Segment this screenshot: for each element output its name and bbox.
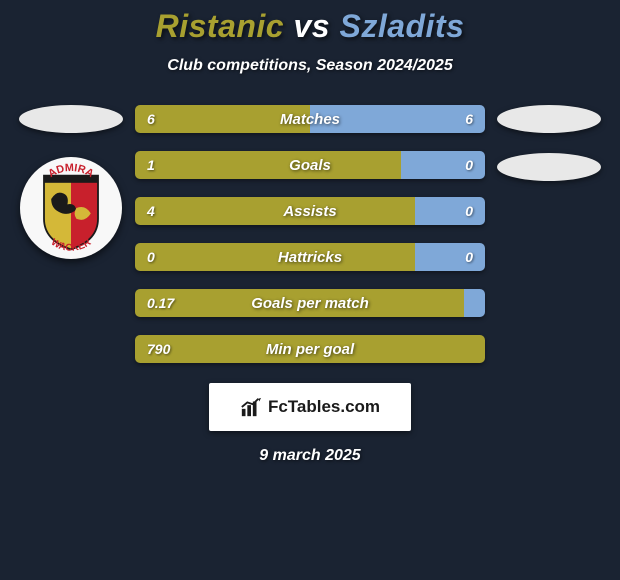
- stat-row: 00Hattricks: [135, 243, 485, 271]
- fctables-chart-icon: [240, 396, 262, 418]
- stat-right-value: 6: [310, 105, 485, 133]
- stat-right-value: [464, 289, 485, 317]
- comparison-infographic: Ristanic vs Szladits Club competitions, …: [0, 0, 620, 465]
- stat-right-value: 0: [415, 243, 485, 271]
- player2-name-oval: [497, 105, 601, 133]
- stat-row: 10Goals: [135, 151, 485, 179]
- brand-badge: FcTables.com: [209, 383, 411, 431]
- stat-left-value: 1: [135, 151, 401, 179]
- right-column: [493, 105, 605, 181]
- player2-name: Szladits: [339, 8, 464, 44]
- stat-row: 66Matches: [135, 105, 485, 133]
- stat-left-value: 790: [135, 335, 485, 363]
- left-column: ADMIRA WACKER: [15, 105, 127, 259]
- stat-right-value: 0: [401, 151, 485, 179]
- stat-row: 0.17Goals per match: [135, 289, 485, 317]
- stat-row: 40Assists: [135, 197, 485, 225]
- player1-club-badge: ADMIRA WACKER: [20, 157, 122, 259]
- stat-left-value: 0: [135, 243, 415, 271]
- player2-club-oval: [497, 153, 601, 181]
- player1-name-oval: [19, 105, 123, 133]
- brand-text: FcTables.com: [268, 397, 380, 417]
- date-text: 9 march 2025: [0, 447, 620, 465]
- vs-text: vs: [293, 8, 330, 44]
- stat-left-value: 0.17: [135, 289, 464, 317]
- main-area: ADMIRA WACKER 66Matches10Goals40Assists0…: [0, 105, 620, 363]
- subtitle: Club competitions, Season 2024/2025: [0, 57, 620, 75]
- stat-bars: 66Matches 10Goals 40Assists 00Hattricks 0.17…: [135, 105, 485, 363]
- stat-row: 790Min per goal: [135, 335, 485, 363]
- stat-left-value: 6: [135, 105, 310, 133]
- stat-left-value: 4: [135, 197, 415, 225]
- admira-wacker-badge-icon: ADMIRA WACKER: [26, 163, 116, 253]
- page-title: Ristanic vs Szladits: [0, 8, 620, 45]
- stat-right-value: 0: [415, 197, 485, 225]
- player1-name: Ristanic: [156, 8, 284, 44]
